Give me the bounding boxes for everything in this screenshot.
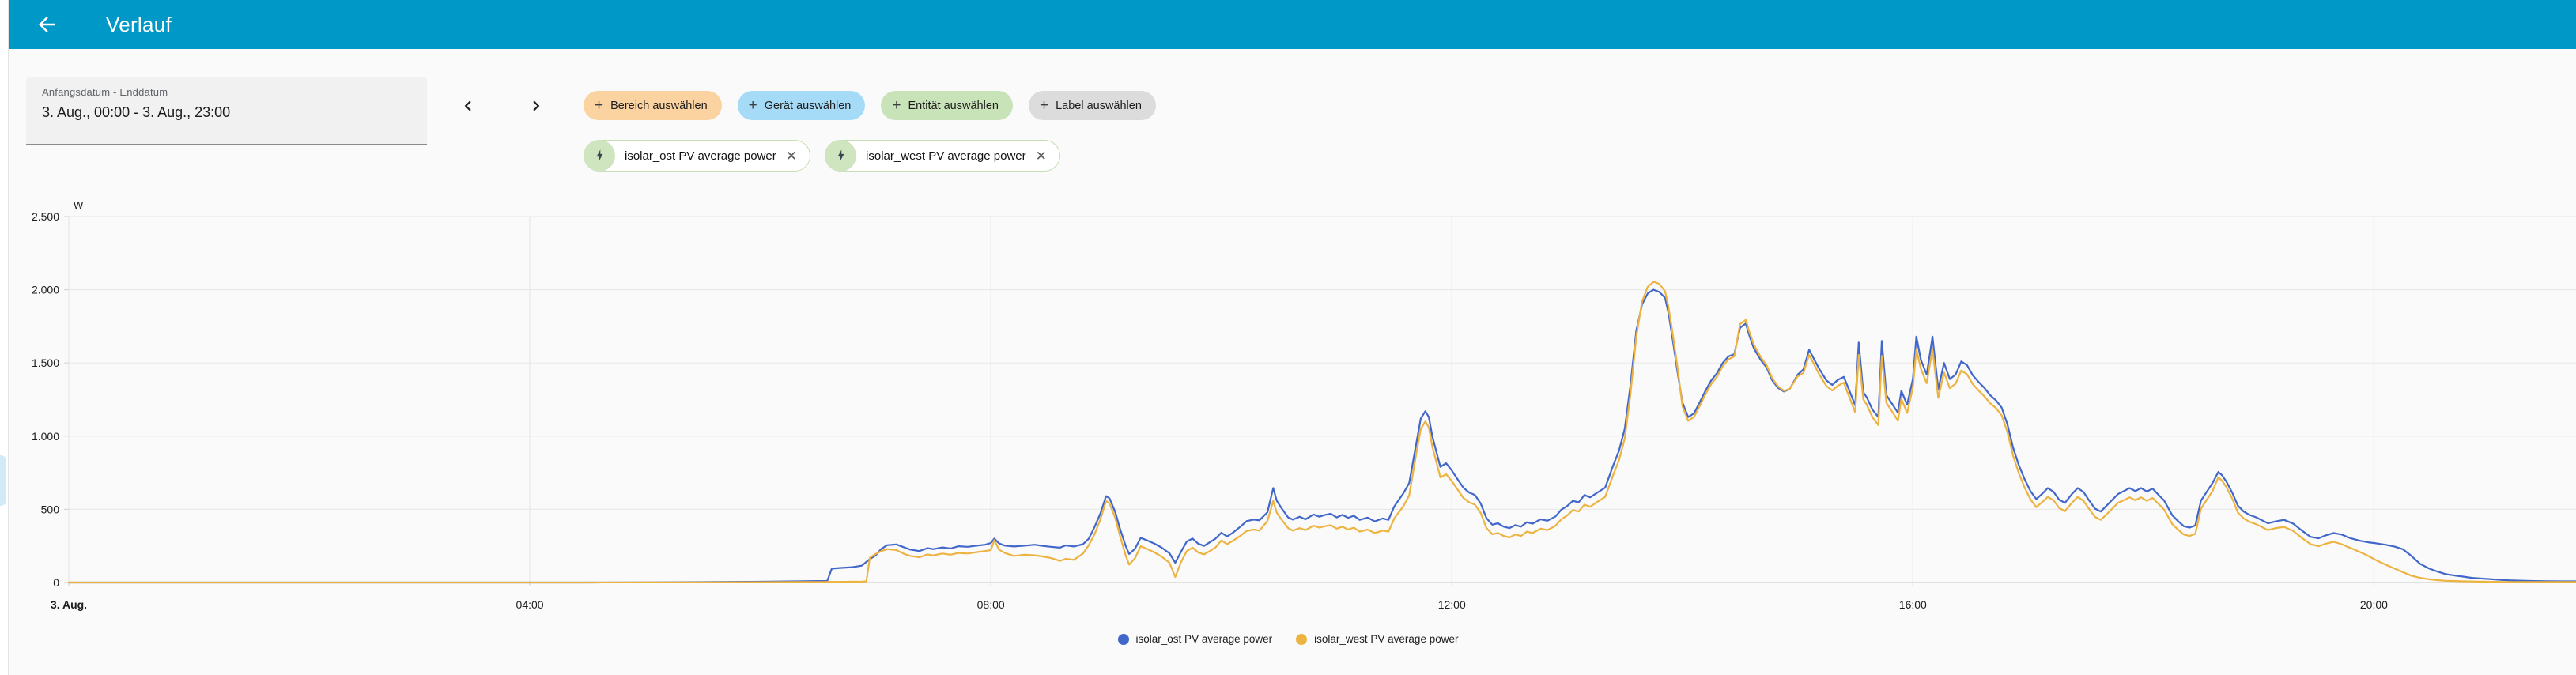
- legend-label: isolar_west PV average power: [1314, 633, 1459, 645]
- chip-label: Entität auswählen: [908, 99, 999, 112]
- legend-dot-blue: [1117, 633, 1129, 645]
- select-device-chip[interactable]: + Gerät auswählen: [737, 91, 866, 120]
- date-range-field[interactable]: Anfangsdatum - Enddatum 3. Aug., 00:00 -…: [26, 77, 427, 145]
- arrow-left-icon: [39, 17, 55, 32]
- left-gutter: [0, 0, 9, 675]
- filter-chip-row: + Bereich auswählen + Gerät auswählen + …: [584, 91, 1156, 120]
- svg-text:0: 0: [53, 576, 59, 589]
- back-button[interactable]: [23, 0, 70, 49]
- previous-period-button[interactable]: [449, 87, 487, 125]
- svg-text:500: 500: [41, 503, 60, 515]
- svg-text:08:00: 08:00: [977, 598, 1005, 611]
- svg-text:20:00: 20:00: [2360, 598, 2388, 611]
- svg-text:2.500: 2.500: [32, 210, 59, 223]
- entity-avatar: [584, 139, 615, 172]
- svg-text:3. Aug.: 3. Aug.: [51, 598, 87, 611]
- date-range-value: 3. Aug., 00:00 - 3. Aug., 23:00: [42, 104, 231, 120]
- plus-icon: +: [595, 96, 604, 114]
- svg-text:W: W: [74, 199, 84, 211]
- plus-icon: +: [1039, 96, 1049, 114]
- select-label-chip[interactable]: + Label auswählen: [1028, 91, 1156, 120]
- lightning-bolt-icon: [837, 149, 844, 161]
- svg-text:16:00: 16:00: [1899, 598, 1927, 611]
- chevron-left-icon: [464, 100, 471, 111]
- svg-text:1.500: 1.500: [32, 356, 59, 369]
- svg-text:04:00: 04:00: [516, 598, 544, 611]
- select-area-chip[interactable]: + Bereich auswählen: [584, 91, 722, 120]
- close-icon[interactable]: ✕: [785, 148, 798, 164]
- app-header: Verlauf: [9, 0, 2576, 49]
- svg-text:12:00: 12:00: [1438, 598, 1466, 611]
- chip-label: Gerät auswählen: [764, 99, 852, 112]
- svg-text:2.000: 2.000: [32, 284, 59, 296]
- select-entity-chip[interactable]: + Entität auswählen: [881, 91, 1013, 120]
- selected-entities-row: isolar_ost PV average power ✕ isolar_wes…: [584, 139, 1060, 172]
- lightning-bolt-icon: [596, 149, 602, 161]
- legend-dot-orange: [1296, 633, 1308, 645]
- entity-chip-isolar-west[interactable]: isolar_west PV average power ✕: [825, 139, 1060, 172]
- entity-chip-label: isolar_west PV average power: [866, 149, 1026, 163]
- edge-scroll-pill[interactable]: [0, 455, 6, 506]
- chip-label: Bereich auswählen: [610, 99, 708, 112]
- close-icon[interactable]: ✕: [1035, 148, 1047, 164]
- entity-chip-label: isolar_ost PV average power: [625, 149, 776, 163]
- page-title: Verlauf: [106, 12, 172, 36]
- entity-avatar: [825, 139, 857, 172]
- plus-icon: +: [892, 96, 901, 114]
- next-period-button[interactable]: [517, 87, 555, 125]
- entity-chip-isolar-ost[interactable]: isolar_ost PV average power ✕: [584, 139, 811, 172]
- plus-icon: +: [748, 96, 757, 114]
- svg-text:1.000: 1.000: [32, 430, 59, 443]
- date-range-label: Anfangsdatum - Enddatum: [42, 86, 168, 98]
- legend-item-isolar-ost[interactable]: isolar_ost PV average power: [1117, 633, 1273, 645]
- legend-label: isolar_ost PV average power: [1135, 633, 1273, 645]
- legend-item-isolar-west[interactable]: isolar_west PV average power: [1296, 633, 1458, 645]
- chip-label: Label auswählen: [1056, 99, 1142, 112]
- chart-legend: isolar_ost PV average power isolar_west …: [0, 633, 2576, 645]
- chevron-right-icon: [533, 100, 540, 111]
